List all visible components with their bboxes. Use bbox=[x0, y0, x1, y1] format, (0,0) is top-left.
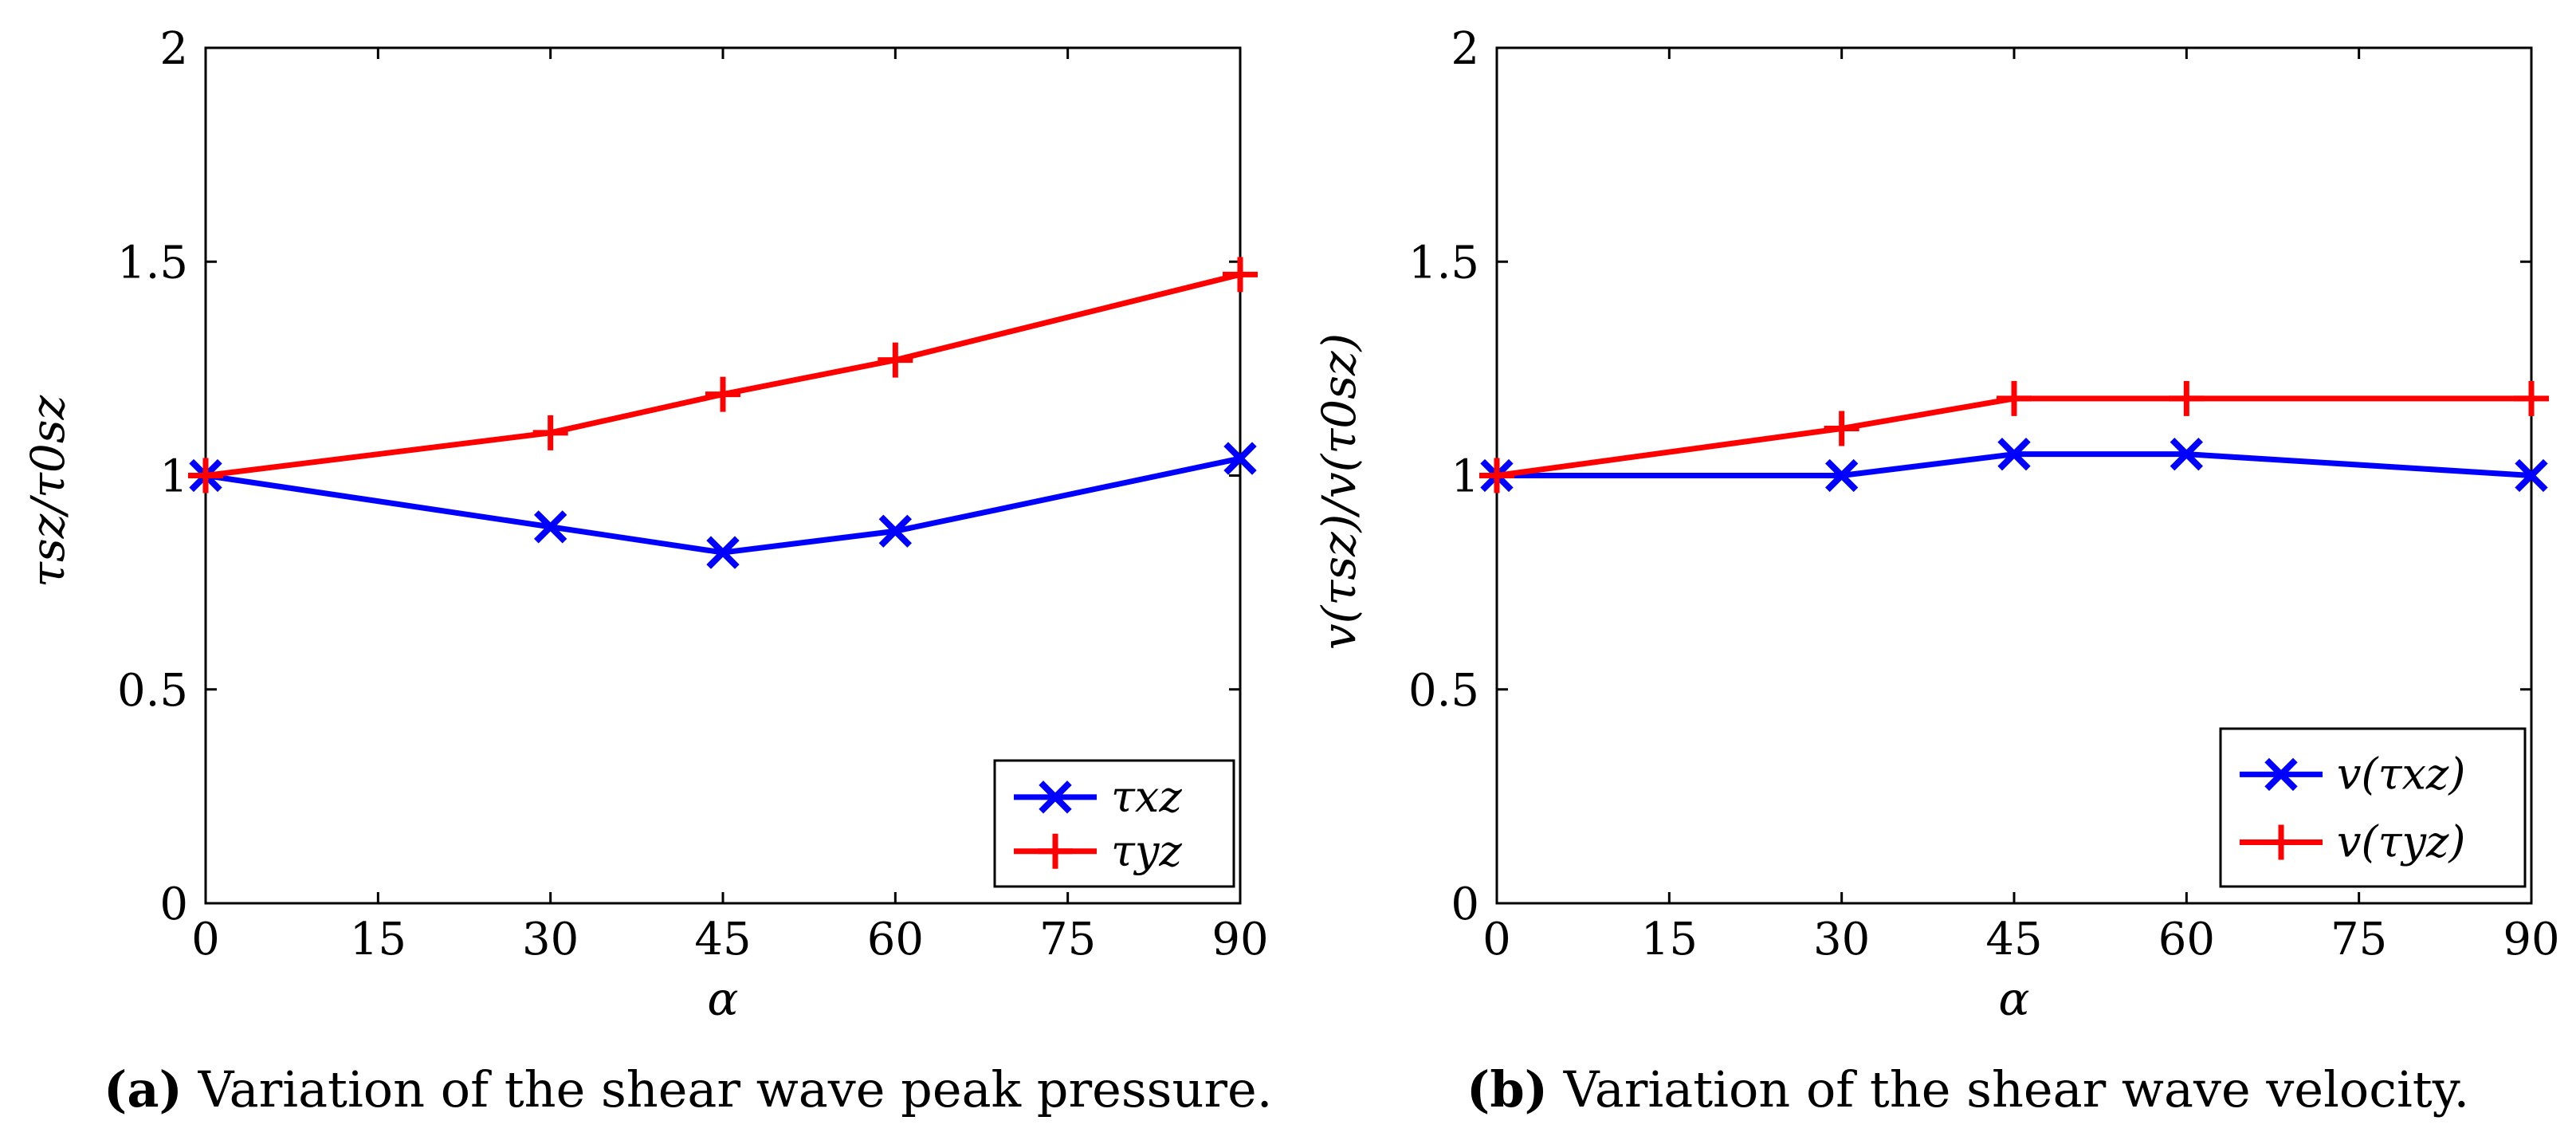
caption-a-label: (a) bbox=[104, 1060, 183, 1119]
y-tick-label: 0 bbox=[1451, 879, 1479, 930]
legend-entry-label: v(τxz) bbox=[2337, 749, 2465, 799]
data-point bbox=[1479, 458, 1514, 493]
y-tick-label: 2 bbox=[159, 23, 188, 75]
x-tick-label: 0 bbox=[191, 914, 220, 965]
legend-marker bbox=[1039, 780, 1072, 814]
x-tick-label: 90 bbox=[2503, 914, 2559, 965]
legend-entry-label: v(τyz) bbox=[2337, 817, 2465, 867]
data-point bbox=[705, 376, 740, 412]
x-tick-label: 30 bbox=[1813, 914, 1870, 965]
x-tick-label: 0 bbox=[1482, 914, 1511, 965]
data-point bbox=[1223, 257, 1258, 293]
data-point bbox=[2515, 458, 2548, 493]
y-tick-label: 1.5 bbox=[117, 237, 188, 289]
caption-b: (b) Variation of the shear wave velocity… bbox=[1467, 1060, 2469, 1119]
x-tick-label: 45 bbox=[1985, 914, 2042, 965]
x-tick-label: 15 bbox=[350, 914, 406, 965]
series-line bbox=[205, 455, 1241, 556]
x-tick-label: 45 bbox=[694, 914, 751, 965]
data-point bbox=[188, 458, 223, 493]
legend-box bbox=[2219, 727, 2527, 888]
caption-b-label: (b) bbox=[1467, 1060, 1549, 1119]
series-line bbox=[205, 271, 1241, 478]
data-point bbox=[534, 510, 567, 544]
x-tick-label: 15 bbox=[1641, 914, 1698, 965]
series-blue bbox=[189, 442, 1257, 569]
data-point bbox=[2514, 380, 2549, 416]
legend: v(τxz) v(τyz) bbox=[2219, 727, 2527, 888]
caption-b-text: Variation of the shear wave velocity. bbox=[1563, 1060, 2470, 1119]
data-point bbox=[706, 536, 740, 569]
series-red bbox=[188, 257, 1258, 493]
legend-entry-label: τxz bbox=[1111, 772, 1182, 822]
data-point bbox=[2170, 438, 2203, 471]
data-point bbox=[1824, 411, 1859, 446]
legend-marker bbox=[2264, 757, 2298, 792]
x-axis-label: α bbox=[1998, 972, 2029, 1026]
caption-a: (a) Variation of the shear wave peak pre… bbox=[104, 1060, 1272, 1119]
data-point bbox=[1825, 458, 1859, 493]
x-tick-label: 60 bbox=[867, 914, 924, 965]
series-blue bbox=[1480, 438, 2548, 493]
x-tick-label: 60 bbox=[2158, 914, 2215, 965]
y-tick-label: 0.5 bbox=[117, 665, 188, 717]
y-tick-label: 0 bbox=[159, 879, 188, 930]
data-point bbox=[1997, 438, 2031, 471]
y-tick-label: 1.5 bbox=[1408, 237, 1479, 289]
y-tick-label: 1 bbox=[1451, 451, 1479, 503]
y-tick-label: 2 bbox=[1451, 23, 1479, 75]
data-point bbox=[2169, 380, 2205, 416]
data-point bbox=[1997, 380, 2032, 416]
x-tick-label: 30 bbox=[522, 914, 579, 965]
legend-marker bbox=[1038, 833, 1073, 869]
plot-b: 0 15 30 45 60 75 90 0 0.5 1 1.5 2 α v(τsz)/v(τ0sz) v(τ… bbox=[1312, 23, 2560, 1026]
x-axis-label: α bbox=[707, 972, 738, 1026]
y-tick-label: 1 bbox=[159, 451, 188, 503]
x-tick-label: 90 bbox=[1211, 914, 1268, 965]
data-point bbox=[532, 415, 568, 450]
series-red bbox=[1479, 380, 2549, 493]
legend-box bbox=[993, 759, 1235, 888]
x-tick-label: 75 bbox=[1039, 914, 1096, 965]
data-point bbox=[1223, 442, 1257, 475]
data-point bbox=[878, 514, 912, 548]
legend-entry-label: τyz bbox=[1111, 826, 1182, 876]
data-point bbox=[878, 342, 913, 378]
caption-a-text: Variation of the shear wave peak pressur… bbox=[198, 1060, 1273, 1119]
y-axis-label: τsz/τ0sz bbox=[21, 395, 75, 588]
y-axis-label: v(τsz)/v(τ0sz) bbox=[1312, 333, 1366, 650]
y-tick-label: 0.5 bbox=[1408, 665, 1479, 717]
legend-marker bbox=[2264, 824, 2299, 860]
x-tick-label: 75 bbox=[2331, 914, 2387, 965]
